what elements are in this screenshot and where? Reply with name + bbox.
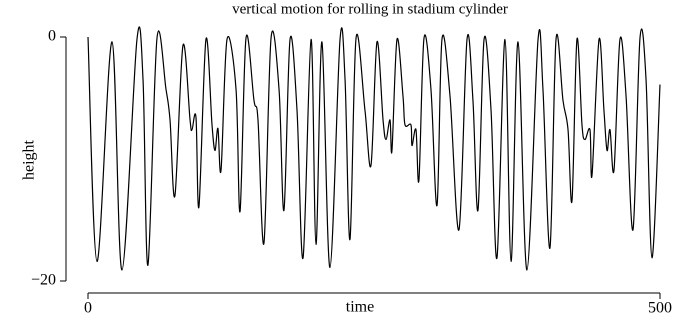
x-tick-label: 500 <box>648 300 672 317</box>
y-axis-label: height <box>21 139 38 180</box>
y-tick-label: 0 <box>48 28 56 45</box>
chart-title: vertical motion for rolling in stadium c… <box>232 1 508 17</box>
y-tick-label: −20 <box>31 272 56 289</box>
x-axis-label: time <box>346 299 374 316</box>
line-series <box>87 26 661 271</box>
x-tick-label: 0 <box>84 300 92 317</box>
